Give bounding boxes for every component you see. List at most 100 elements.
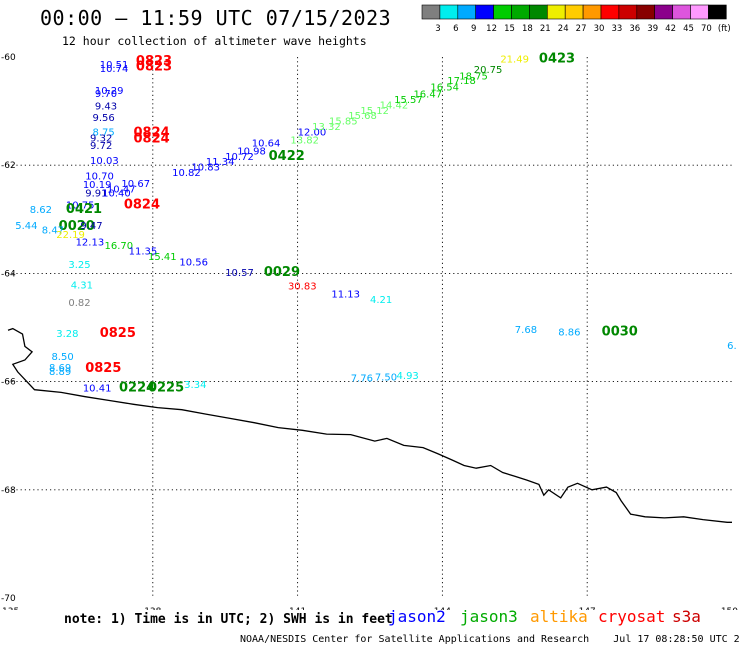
wave-height-label: 10.64	[252, 138, 281, 149]
scale-label: 36	[629, 24, 640, 34]
wave-height-label: 7.50	[375, 373, 397, 384]
pass-time-label: 0824	[133, 126, 169, 141]
wave-height-label: 10.29	[95, 86, 124, 97]
wave-height-label: 10.72	[225, 152, 254, 163]
pass-time-label: 0224	[119, 380, 155, 395]
wave-height-label: 9.32	[90, 133, 112, 144]
scale-label: 24	[558, 24, 569, 34]
pass-time-label: 0421	[66, 202, 102, 217]
wave-height-label: 10.57	[225, 268, 254, 279]
wave-height-label: 15.57	[394, 95, 423, 106]
wave-height-label: 15.12	[360, 106, 389, 117]
wave-height-label: 11.35	[129, 246, 158, 257]
y-tick-label: -66	[1, 378, 16, 388]
wave-height-label: 15.85	[329, 117, 358, 128]
wave-height-label: 10.19	[83, 180, 112, 191]
x-tick-label: 135	[2, 607, 19, 610]
page-subtitle: 12 hour collection of altimeter wave hei…	[62, 34, 367, 48]
wave-height-label: 8.69	[49, 363, 71, 374]
wave-height-label: 11.34	[206, 157, 235, 168]
pass-time-label: 0029	[264, 265, 300, 280]
y-tick-label: -64	[1, 269, 16, 279]
wave-height-label: 6.	[727, 341, 737, 352]
wave-height-label: 10.83	[191, 163, 220, 174]
scale-label: 12	[486, 24, 497, 34]
page-title: 00:00 – 11:59 UTC 07/15/2023	[40, 6, 392, 30]
wave-height-label: 8.47	[42, 225, 64, 236]
wave-height-label: 3.34	[184, 380, 206, 391]
wave-height-label: 4.93	[397, 371, 419, 382]
scale-swatch	[708, 4, 727, 20]
y-tick-label: -60	[1, 53, 16, 63]
wave-height-label: 0.82	[68, 298, 90, 309]
pass-time-label: 0422	[269, 149, 305, 164]
wave-height-map: 135 138 141 144 147 150 -60 -62 -64 -66 -68 -70 10.5…	[1, 51, 738, 610]
wave-height-label: 10.82	[172, 168, 201, 179]
x-tick-label: 144	[434, 607, 451, 610]
x-tick-label: 138	[144, 607, 161, 610]
legend-cryosat: cryosat	[598, 607, 666, 626]
scale-label: 30	[594, 24, 605, 34]
wave-height-label: 10.67	[121, 179, 150, 190]
legend-s3a: s3a	[672, 607, 701, 626]
wave-height-label: 3.28	[56, 329, 78, 340]
wave-height-label: 10.98	[237, 146, 266, 157]
wave-height-label: 10.51	[100, 60, 129, 71]
wave-height-label: 10.75	[66, 200, 95, 211]
pass-time-label: 0824	[133, 131, 169, 146]
wave-height-label: 16.70	[105, 241, 134, 252]
wave-height-label: 7.68	[515, 325, 537, 336]
pass-time-label: 0823	[136, 54, 172, 69]
legend-altika: altika	[530, 607, 588, 626]
wave-height-label: 10.40	[102, 189, 131, 200]
wave-height-label: 10.03	[90, 156, 119, 167]
wave-height-label: 7.76	[351, 374, 373, 385]
wave-height-label: 15.68	[348, 111, 377, 122]
pass-time-label: 0823	[136, 60, 172, 75]
wave-height-label: 30.83	[288, 282, 317, 293]
scale-label: 70	[701, 24, 712, 34]
footer-note: note: 1) Time is in UTC; 2) SWH is in fe…	[64, 612, 393, 627]
pass-time-label: 0825	[85, 361, 121, 376]
wave-height-label: 9.72	[90, 141, 112, 152]
wave-height-label: 8.75	[92, 127, 114, 138]
scale-label: 45	[683, 24, 694, 34]
wave-height-label: 22.19	[56, 230, 85, 241]
scale-label: 39	[647, 24, 658, 34]
y-tick-label: -68	[1, 486, 16, 496]
scale-label: 21	[540, 24, 551, 34]
scale-label: 27	[576, 24, 587, 34]
pass-time-label: 0020	[59, 219, 95, 234]
wave-height-label: 8.89	[49, 367, 71, 378]
wave-height-label: 8.62	[30, 205, 52, 216]
x-tick-label: 150	[721, 607, 738, 610]
wave-height-label: 13.32	[312, 122, 341, 133]
wave-height-label: 5.44	[15, 221, 37, 232]
scale-label: 33	[611, 24, 622, 34]
wave-height-label: 8.50	[51, 352, 73, 363]
y-tick-label: -62	[1, 161, 16, 171]
credit-line: NOAA/NESDIS Center for Satellite Applica…	[240, 634, 740, 645]
coastline	[7, 327, 732, 523]
wave-height-label: 21.49	[500, 54, 529, 65]
wave-height-label: 15.41	[148, 252, 177, 263]
wave-height-label: 3.25	[68, 260, 90, 271]
wave-height-label: 8.86	[558, 328, 580, 339]
color-scale-bar: 3 6 9 12 15 18 21 24 27 30 33 36 39 42 45 70 (ft)	[421, 4, 731, 34]
scale-label: 15	[504, 24, 515, 34]
scale-label: 9	[471, 24, 476, 34]
x-tick-label: 147	[579, 607, 596, 610]
pass-time-label: 0423	[539, 51, 575, 66]
scale-label: (ft)	[718, 24, 731, 34]
wave-height-label: 10.70	[85, 171, 114, 182]
legend-jason3: jason3	[460, 607, 518, 626]
legend-jason2: jason2	[388, 607, 446, 626]
wave-height-label: 20.75	[474, 65, 503, 76]
pass-time-label: 0824	[124, 197, 160, 212]
wave-height-label: 16.54	[430, 83, 459, 94]
scale-label: 18	[522, 24, 533, 34]
wave-height-label: 17.18	[447, 76, 476, 87]
pass-time-label: 0225	[148, 380, 184, 395]
wave-height-label: 10.47	[107, 184, 136, 195]
wave-height-label: 10.74	[100, 64, 129, 75]
